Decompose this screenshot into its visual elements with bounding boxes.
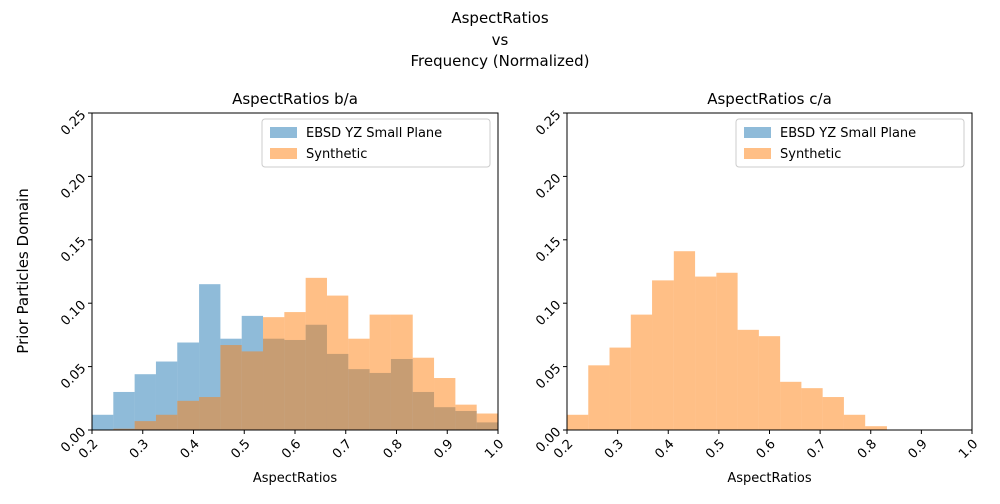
- x-axis-label-c-a: AspectRatios: [727, 471, 812, 486]
- y-tick-label-c-a-2: 0.10: [533, 298, 564, 329]
- x-tick-label-c-a-7: 0.9: [905, 437, 930, 462]
- bar-ebsd-b-a-0: [92, 414, 114, 430]
- figure-ylabel: Prior Particles Domain: [14, 188, 32, 353]
- y-tick-label-b-a-1: 0.05: [58, 361, 89, 392]
- bar-synthetic-c-a-0: [567, 414, 589, 430]
- bar-synthetic-c-a-7: [716, 272, 738, 430]
- legend-label-ebsd-c-a: EBSD YZ Small Plane: [780, 126, 916, 141]
- suptitle-line-2: vs: [492, 31, 509, 49]
- x-axis-label-b-a: AspectRatios: [253, 471, 338, 486]
- bar-synthetic-b-a-16: [434, 378, 456, 430]
- suptitle-line-1: AspectRatios: [451, 9, 548, 27]
- legend-swatch-synthetic-c-a: [744, 148, 771, 159]
- bar-synthetic-c-a-6: [695, 276, 717, 430]
- bar-ebsd-b-a-2: [134, 374, 156, 430]
- bar-ebsd-b-a-1: [113, 391, 135, 430]
- x-tick-label-c-a-2: 0.4: [652, 437, 677, 462]
- x-tick-label-c-a-8: 1.0: [956, 437, 981, 462]
- bar-synthetic-c-a-8: [737, 329, 759, 430]
- bar-synthetic-c-a-3: [630, 314, 653, 430]
- legend-swatch-ebsd-c-a: [744, 127, 771, 138]
- bar-synthetic-b-a-13: [369, 314, 391, 430]
- bar-synthetic-b-a-10: [305, 277, 327, 430]
- x-tick-label-c-a-3: 0.5: [703, 437, 728, 462]
- x-tick-label-b-a-5: 0.7: [330, 437, 355, 462]
- legend-c-a: [735, 118, 965, 168]
- x-tick-label-c-a-1: 0.3: [602, 437, 627, 462]
- bar-synthetic-b-a-15: [412, 357, 435, 430]
- x-tick-label-b-a-2: 0.4: [178, 437, 203, 462]
- y-tick-label-c-a-3: 0.15: [533, 234, 564, 265]
- bar-synthetic-c-a-14: [865, 426, 887, 430]
- bar-synthetic-b-a-2: [134, 421, 156, 430]
- bar-synthetic-c-a-5: [673, 251, 696, 430]
- y-tick-label-c-a-1: 0.05: [533, 361, 564, 392]
- legend-swatch-synthetic-b-a: [270, 148, 297, 159]
- bar-synthetic-b-a-14: [390, 314, 413, 430]
- bar-synthetic-c-a-11: [801, 388, 823, 430]
- legend-label-synthetic-c-a: Synthetic: [780, 147, 841, 162]
- y-tick-label-b-a-4: 0.20: [58, 171, 89, 202]
- bar-synthetic-c-a-10: [780, 381, 802, 430]
- legend-b-a: [261, 118, 491, 168]
- bar-synthetic-b-a-7: [241, 351, 264, 430]
- bar-synthetic-b-a-5: [199, 397, 221, 430]
- x-tick-label-b-a-4: 0.6: [279, 437, 304, 462]
- y-tick-label-b-a-2: 0.10: [58, 298, 89, 329]
- x-tick-label-b-a-1: 0.3: [127, 437, 152, 462]
- bar-synthetic-b-a-4: [177, 400, 200, 430]
- y-tick-label-b-a-3: 0.15: [58, 234, 89, 265]
- bar-synthetic-c-a-4: [652, 280, 674, 430]
- bar-ebsd-b-a-3: [155, 361, 178, 430]
- bar-synthetic-b-a-9: [284, 312, 306, 430]
- legend-label-ebsd-b-a: EBSD YZ Small Plane: [306, 126, 442, 141]
- bar-synthetic-b-a-17: [455, 404, 477, 430]
- legend-swatch-ebsd-b-a: [270, 127, 297, 138]
- bar-synthetic-b-a-11: [326, 295, 349, 430]
- bar-synthetic-b-a-8: [263, 317, 285, 430]
- bar-synthetic-b-a-3: [155, 414, 178, 430]
- x-tick-label-b-a-7: 0.9: [431, 437, 456, 462]
- bar-synthetic-b-a-1: [113, 428, 135, 430]
- suptitle-line-3: Frequency (Normalized): [410, 52, 589, 70]
- y-tick-label-c-a-5: 0.25: [533, 108, 564, 139]
- bar-synthetic-c-a-12: [822, 397, 844, 430]
- x-tick-label-c-a-5: 0.7: [804, 437, 829, 462]
- x-tick-label-c-a-6: 0.8: [855, 437, 880, 462]
- x-tick-label-b-a-6: 0.8: [381, 437, 406, 462]
- bar-synthetic-c-a-13: [843, 414, 866, 430]
- y-tick-label-c-a-4: 0.20: [533, 171, 564, 202]
- axes-title-b-a: AspectRatios b/a: [232, 90, 358, 108]
- y-tick-label-b-a-5: 0.25: [58, 108, 89, 139]
- x-tick-label-b-a-3: 0.5: [228, 437, 253, 462]
- bar-synthetic-c-a-9: [758, 336, 781, 430]
- bar-synthetic-c-a-2: [609, 347, 631, 430]
- bar-synthetic-b-a-18: [476, 413, 498, 430]
- bar-synthetic-b-a-6: [220, 345, 242, 430]
- bar-synthetic-b-a-12: [348, 338, 370, 430]
- bar-synthetic-c-a-1: [588, 365, 610, 430]
- x-tick-label-c-a-4: 0.6: [754, 437, 779, 462]
- legend-label-synthetic-b-a: Synthetic: [306, 147, 367, 162]
- axes-title-c-a: AspectRatios c/a: [707, 90, 832, 108]
- x-tick-label-b-a-8: 1.0: [482, 437, 507, 462]
- bar-ebsd-b-a-5: [199, 284, 221, 430]
